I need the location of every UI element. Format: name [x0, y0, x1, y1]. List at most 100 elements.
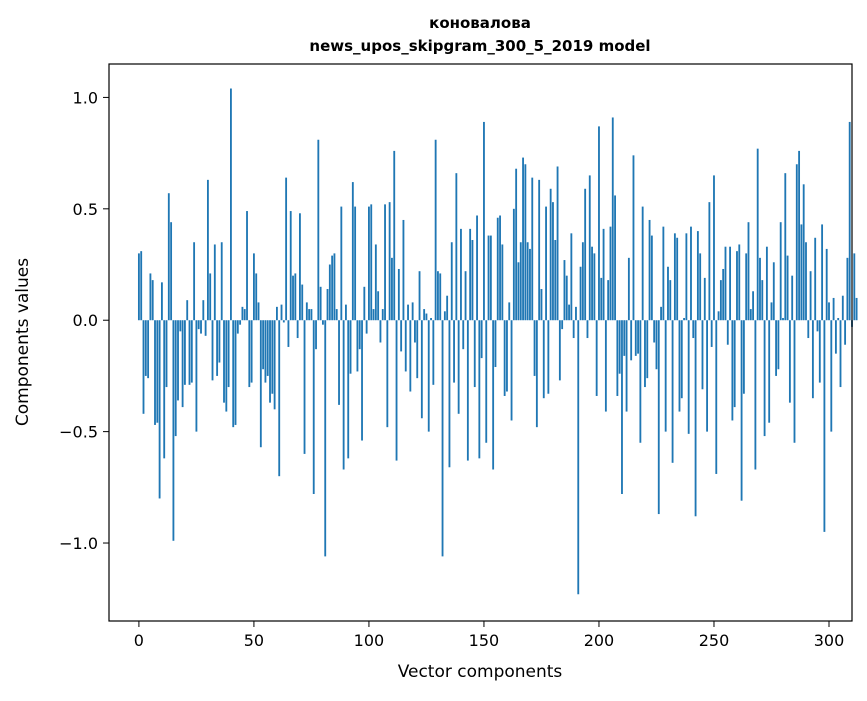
bar: [142, 320, 145, 414]
bar: [749, 309, 752, 321]
x-tick-label: 200: [584, 631, 615, 650]
bar: [538, 179, 541, 321]
bar: [239, 320, 242, 325]
bar: [151, 280, 154, 321]
bar: [535, 320, 538, 428]
bar: [446, 295, 449, 321]
bar: [278, 320, 281, 477]
bar: [241, 306, 244, 321]
bar: [328, 264, 331, 321]
bar: [816, 320, 819, 332]
bar: [351, 182, 354, 321]
bar: [160, 282, 163, 321]
bar: [724, 246, 727, 321]
bar: [680, 320, 683, 399]
bar: [218, 320, 221, 363]
bar: [347, 320, 350, 459]
bar: [266, 320, 269, 376]
bar: [841, 295, 844, 321]
x-tick-label: 150: [469, 631, 500, 650]
bar: [246, 211, 248, 321]
bar: [604, 320, 607, 412]
bar: [501, 244, 504, 321]
bar: [795, 164, 798, 321]
bar: [759, 257, 761, 321]
plot-frame: [108, 63, 853, 622]
bar: [179, 320, 182, 332]
bar: [524, 164, 527, 321]
bar: [285, 177, 288, 321]
bar: [213, 244, 216, 321]
bar: [834, 320, 837, 354]
bar: [257, 302, 260, 321]
bar: [522, 157, 524, 321]
bar: [588, 175, 591, 321]
bar: [443, 311, 446, 321]
bar: [338, 320, 340, 405]
bar: [508, 302, 511, 321]
bar: [227, 320, 230, 388]
bar: [719, 280, 722, 321]
bar: [545, 206, 547, 321]
bar: [455, 173, 458, 321]
y-tick-label: −0.5: [59, 423, 98, 442]
bar: [616, 320, 619, 396]
bar: [174, 320, 177, 437]
bar: [768, 320, 771, 423]
bar: [492, 320, 495, 470]
bar: [144, 320, 147, 376]
bar: [368, 206, 370, 321]
bar: [823, 320, 826, 532]
bar: [650, 235, 653, 321]
bar: [437, 271, 439, 321]
bar: [216, 320, 219, 376]
bar: [575, 306, 577, 321]
bar: [209, 273, 212, 321]
bar: [276, 306, 278, 321]
bar: [356, 320, 359, 372]
bar: [630, 320, 633, 361]
bar: [345, 304, 347, 321]
bar: [296, 320, 299, 339]
bar: [319, 286, 322, 321]
y-tick-label: 1.0: [73, 88, 98, 107]
bar: [581, 242, 584, 321]
bar: [273, 320, 276, 410]
bar: [156, 320, 159, 423]
bar: [473, 320, 476, 388]
bar: [736, 251, 738, 321]
bar: [683, 317, 685, 321]
bar: [517, 262, 520, 321]
bar: [462, 320, 465, 350]
bar: [761, 280, 764, 321]
bar: [409, 320, 412, 392]
bar: [200, 320, 202, 334]
bar: [694, 320, 697, 517]
bar: [805, 242, 807, 321]
bar: [370, 204, 373, 321]
bar: [549, 188, 552, 321]
bar: [595, 320, 598, 396]
bar: [561, 320, 564, 330]
chart-title: коновалова: [429, 14, 531, 32]
bar: [269, 320, 271, 403]
bar: [206, 179, 209, 321]
bar: [423, 309, 426, 321]
bar: [377, 291, 380, 321]
bar: [510, 320, 513, 421]
x-tick-label: 0: [134, 631, 144, 650]
bar: [384, 204, 386, 321]
bar: [404, 320, 407, 372]
bar: [326, 289, 329, 321]
bar: [223, 320, 225, 403]
bar: [340, 206, 343, 321]
bar: [611, 117, 614, 321]
bar: [579, 266, 582, 321]
bar: [427, 320, 430, 432]
bar: [609, 226, 612, 321]
bar: [809, 271, 812, 321]
bar: [703, 277, 706, 321]
bar: [855, 297, 858, 321]
x-tick-label: 50: [244, 631, 264, 650]
bar: [788, 320, 791, 403]
